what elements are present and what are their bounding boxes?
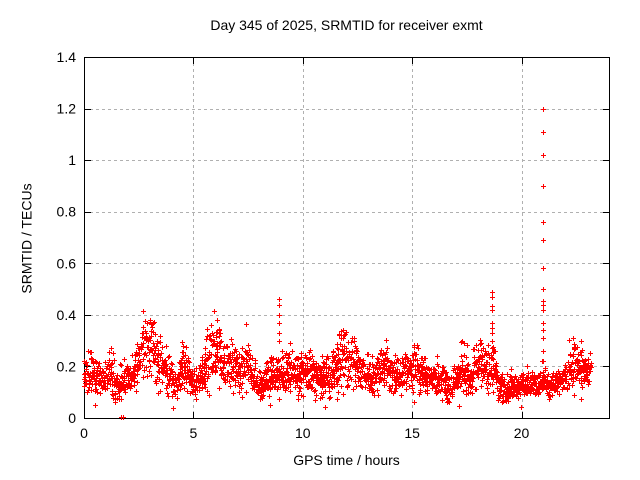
y-tick-label: 0.4 xyxy=(57,307,77,323)
y-tick-label: 1 xyxy=(68,152,76,168)
x-tick-label: 5 xyxy=(189,425,197,441)
x-axis-label: GPS time / hours xyxy=(293,452,400,468)
y-tick-label: 1.4 xyxy=(57,49,77,65)
y-tick-label: 0.6 xyxy=(57,255,77,271)
tick-labels: 0 5 10 15 20 0 0.2 0.4 0.6 0.8 1 1.2 1.4 xyxy=(57,49,530,441)
x-tick-label: 20 xyxy=(514,425,530,441)
x-tick-label: 0 xyxy=(80,425,88,441)
y-tick-label: 0.2 xyxy=(57,358,77,374)
x-tick-label: 10 xyxy=(295,425,311,441)
y-tick-label: 0.8 xyxy=(57,204,77,220)
y-axis-label: SRMTID / TECUs xyxy=(18,183,35,294)
plot-border-and-ticks xyxy=(84,57,610,419)
x-tick-label: 15 xyxy=(404,425,420,441)
scatter-series-srmtid xyxy=(82,107,594,420)
chart-title: Day 345 of 2025, SRMTID for receiver exm… xyxy=(210,17,483,33)
y-tick-label: 0 xyxy=(68,410,76,426)
y-tick-label: 1.2 xyxy=(57,101,77,117)
